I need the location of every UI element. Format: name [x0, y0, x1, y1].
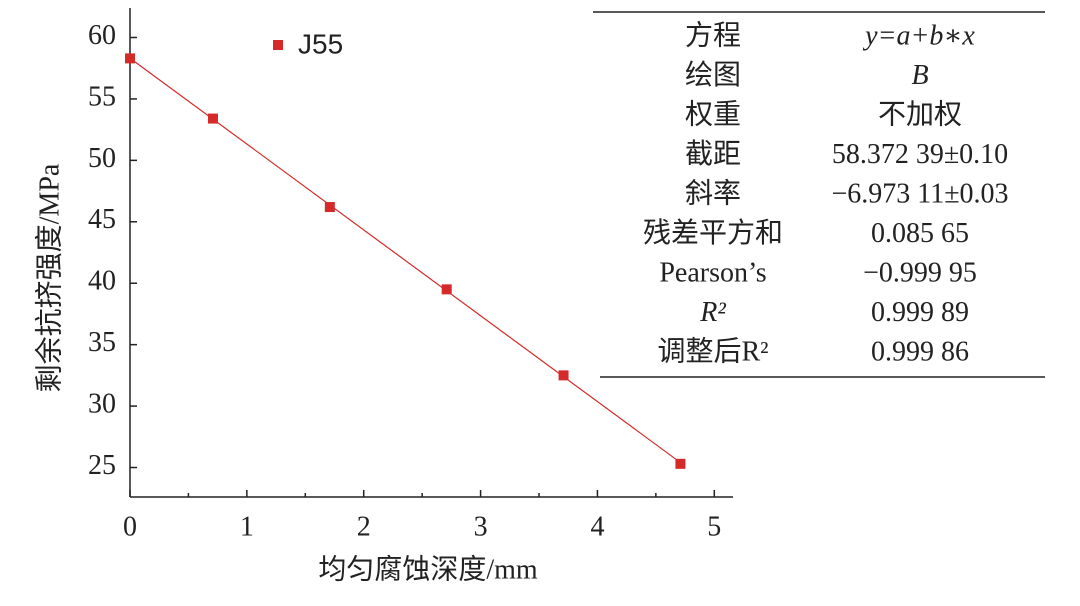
table-value: y=a+b∗x — [862, 20, 975, 51]
table-value: 0.999 86 — [871, 336, 969, 367]
table-label: 权重 — [685, 98, 741, 130]
marker — [558, 370, 569, 381]
y-tick-label: 55 — [88, 81, 116, 112]
y-tick-label: 30 — [88, 389, 116, 420]
x-tick-label: 1 — [240, 511, 254, 542]
table-value: 0.085 65 — [871, 218, 969, 249]
table-label: 截距 — [685, 138, 741, 170]
table-value: −0.999 95 — [863, 257, 977, 288]
y-tick-label: 40 — [88, 266, 116, 297]
legend-label: J55 — [298, 28, 343, 59]
table-label: 残差平方和 — [643, 217, 783, 249]
x-tick-label: 4 — [590, 511, 604, 542]
fit-line — [129, 57, 681, 464]
x-tick-label: 5 — [707, 511, 721, 542]
table-value: B — [911, 60, 928, 91]
table-value: −6.973 11±0.03 — [831, 178, 1008, 209]
table-label: 绘图 — [685, 59, 741, 91]
y-tick-label: 45 — [88, 204, 116, 235]
legend-marker — [273, 40, 283, 50]
table-value: 0.999 89 — [871, 297, 969, 328]
marker — [675, 458, 686, 469]
marker — [441, 284, 452, 295]
table-label: 斜率 — [685, 177, 741, 209]
table-label: R² — [699, 297, 726, 328]
x-tick-label: 3 — [474, 511, 488, 542]
y-tick-label: 50 — [88, 143, 116, 174]
table-label: Pearson’s — [659, 257, 766, 288]
marker — [324, 202, 335, 213]
y-tick-label: 60 — [88, 20, 116, 51]
table-value: 58.372 39±0.10 — [832, 139, 1008, 170]
x-tick-label: 2 — [357, 511, 371, 542]
table-label: 方程 — [685, 19, 741, 51]
table-value: 不加权 — [878, 98, 962, 130]
table-label: 调整后R² — [657, 335, 768, 367]
y-tick-label: 35 — [88, 327, 116, 358]
x-tick-label: 0 — [123, 511, 137, 542]
x-axis-label: 均匀腐蚀深度/mm — [318, 553, 538, 585]
marker — [207, 113, 218, 124]
marker — [125, 53, 135, 64]
y-tick-label: 25 — [88, 450, 116, 481]
y-axis-label: 剩余抗挤强度/MPa — [33, 163, 65, 392]
